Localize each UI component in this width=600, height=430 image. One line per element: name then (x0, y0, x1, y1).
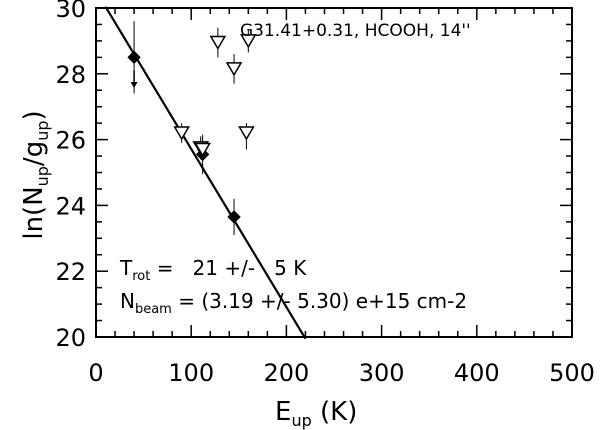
annotation-trot: Trot = 21 +/- 5 K (119, 256, 307, 284)
y-axis-label-prefix: ln(N (19, 186, 49, 239)
y-tick-label: 26 (55, 127, 86, 155)
x-axis-label-unit: (K) (312, 397, 358, 427)
x-axis-label-main: E (275, 397, 291, 427)
x-axis-label-sub: up (291, 411, 311, 430)
nbeam-symbol: N (120, 289, 135, 313)
y-axis-label-suffix: ) (19, 110, 49, 120)
x-tick-label: 400 (454, 359, 500, 387)
x-tick-label: 100 (168, 359, 214, 387)
triangle-point (173, 126, 190, 141)
x-tick-label: 0 (88, 359, 103, 387)
triangle-point (194, 142, 211, 157)
ticks: 0 100 200 300 400 500 20 22 24 26 28 30 (55, 0, 594, 387)
x-axis-label: Eup (K) (275, 397, 357, 430)
nbeam-value: = (3.19 +/- 5.30) e+15 cm-2 (172, 289, 467, 313)
triangle-point (225, 62, 243, 77)
plot-frame (95, 7, 573, 338)
fit-line-group (104, 6, 307, 340)
diamond-point (227, 210, 241, 224)
y-tick-label: 24 (55, 192, 86, 220)
triangle-point (240, 34, 257, 49)
x-tick-label: 200 (263, 359, 309, 387)
trot-subscript: rot (132, 269, 150, 284)
triangle-point (209, 35, 227, 51)
axes (95, 7, 573, 338)
trot-symbol: T (119, 256, 133, 280)
upper-limit-arrow-head (130, 81, 138, 88)
y-tick-label: 20 (55, 324, 86, 352)
y-tick-label: 22 (55, 258, 86, 286)
triangle-point (238, 126, 255, 141)
x-tick-label: 300 (359, 359, 405, 387)
nbeam-subscript: beam (135, 302, 172, 317)
diamond-point (127, 50, 141, 65)
x-tick-label: 500 (549, 359, 595, 387)
annotation-nbeam: Nbeam = (3.19 +/- 5.30) e+15 cm-2 (120, 289, 467, 317)
data-points (127, 21, 257, 236)
y-axis-label-sub1: up (33, 166, 52, 186)
fit-line (104, 6, 307, 340)
y-tick-label: 28 (55, 61, 86, 89)
chart-title: G31.41+0.31, HCOOH, 14'' (240, 21, 471, 41)
y-axis-label-sub2: up (33, 121, 52, 141)
trot-value: = 21 +/- 5 K (150, 256, 307, 280)
y-tick-label: 30 (55, 0, 86, 23)
y-axis-label: ln(Nup/gup) (19, 110, 52, 239)
y-axis-label-mid: /g (19, 141, 49, 166)
